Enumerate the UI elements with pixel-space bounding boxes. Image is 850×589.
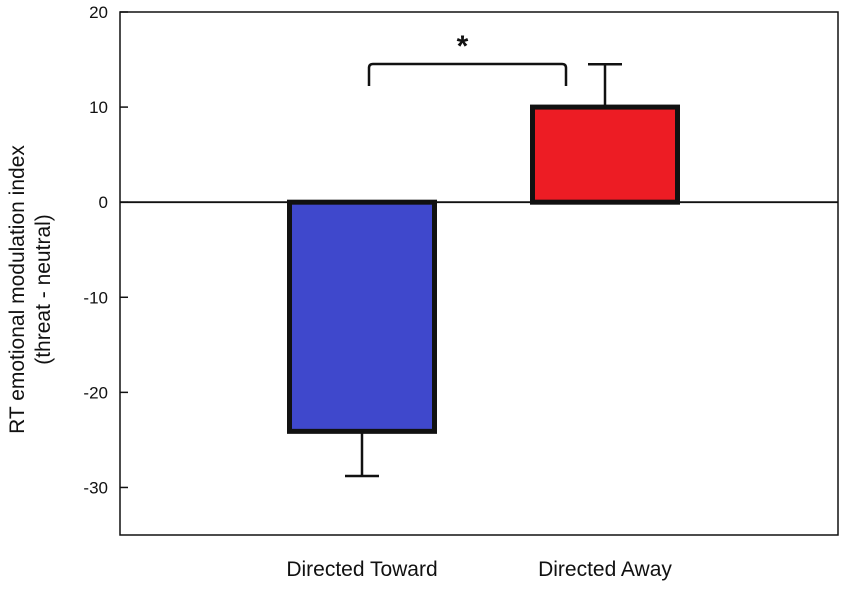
y-tick-label: -10 <box>83 288 108 307</box>
y-axis-label: RT emotional modulation index <box>6 145 29 434</box>
y-tick-label: 10 <box>89 98 108 117</box>
x-category-label: Directed Away <box>538 558 672 581</box>
plot-area-frame <box>119 11 839 536</box>
bar-directed-toward <box>287 199 437 434</box>
y-tick-label: 20 <box>89 3 108 22</box>
y-tick-label: -30 <box>83 478 108 497</box>
significance-bracket <box>367 62 568 86</box>
significance-marker: * <box>457 30 469 63</box>
x-category-label: Directed Toward <box>286 558 437 581</box>
y-axis-label: (threat - neutral) <box>32 214 55 365</box>
bar-directed-away <box>530 104 680 205</box>
y-tick-label: 0 <box>99 193 108 212</box>
y-tick-label: -20 <box>83 383 108 402</box>
